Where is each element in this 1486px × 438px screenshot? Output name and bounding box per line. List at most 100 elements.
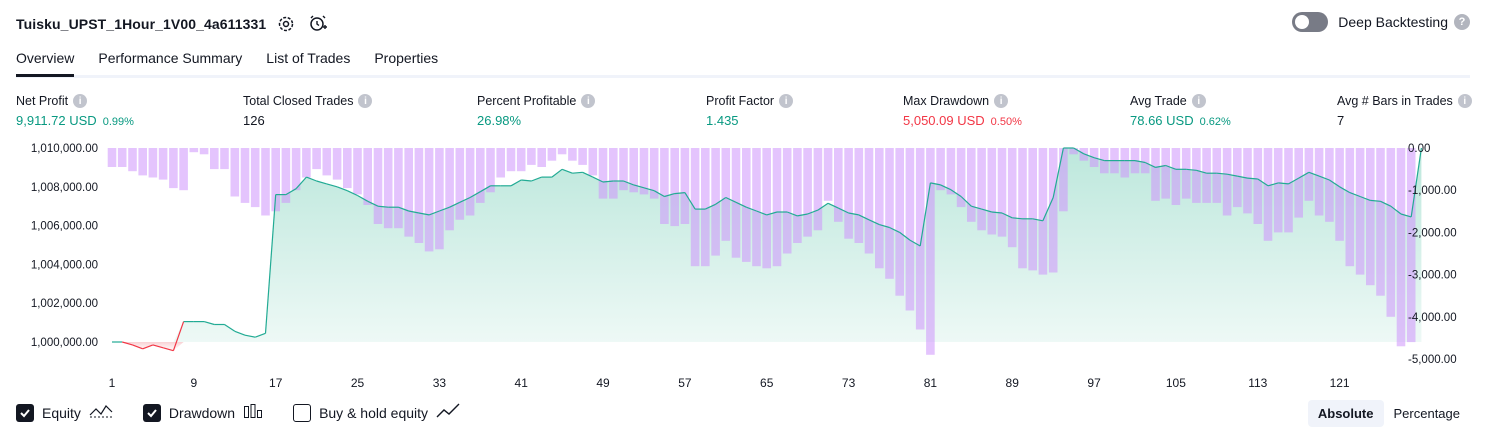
equity-line-segment [848, 212, 859, 216]
x-tick-label: 65 [760, 376, 774, 390]
x-tick-label: 89 [1006, 376, 1020, 390]
strategy-title: Tuisku_UPST_1Hour_1V00_4a611331 [16, 16, 267, 32]
equity-line-segment [1370, 199, 1381, 202]
equity-line-segment [950, 189, 962, 197]
metric-percent: 0.62% [1199, 116, 1231, 128]
equity-line-segment [991, 211, 1003, 214]
drawdown-bar [210, 148, 219, 170]
x-tick-label: 41 [515, 376, 529, 390]
drawdown-bar [793, 148, 802, 243]
equity-line-segment [479, 185, 491, 193]
equity-line-segment [1196, 169, 1207, 174]
drawdown-bar [414, 148, 424, 243]
drawdown-bar [1396, 148, 1406, 347]
checkbox-checked[interactable] [16, 403, 34, 422]
equity-line-segment [244, 334, 256, 338]
equity-line-segment [152, 344, 164, 349]
equity-line-segment [439, 206, 450, 212]
deep-backtesting-toggle[interactable] [1292, 12, 1329, 32]
info-icon[interactable]: i [779, 94, 794, 108]
equity-line-segment [715, 197, 727, 205]
drawdown-bar [1273, 148, 1283, 233]
equity-line-segment [367, 200, 379, 207]
tab-list-of-trades[interactable]: List of Trades [266, 50, 351, 66]
equity-line-segment [510, 179, 522, 187]
legend-equity[interactable]: Equity [16, 403, 113, 422]
x-tick-label: 121 [1330, 376, 1350, 390]
drawdown-bar [1048, 148, 1058, 273]
drawdown-bar [557, 148, 567, 155]
y-left-tick-label: 1,000,000.00 [31, 337, 98, 349]
legend-drawdown[interactable]: Drawdown [142, 403, 263, 422]
x-tick-label: 105 [1166, 376, 1186, 390]
gear-icon[interactable] [274, 12, 298, 36]
equity-line-segment [551, 168, 563, 178]
drawdown-bar [1181, 148, 1191, 199]
drawdown-bar [1069, 148, 1078, 155]
drawdown-bar [455, 148, 465, 220]
drawdown-bar [588, 148, 598, 176]
tab-performance-summary[interactable]: Performance Summary [98, 50, 243, 66]
equity-line-segment [817, 202, 829, 211]
checkbox-checked[interactable] [142, 403, 161, 422]
metric-label: Avg # Bars in Trades [1337, 94, 1453, 108]
equity-line-segment [705, 203, 716, 210]
drawdown-bar [803, 148, 812, 237]
equity-line-segment [531, 176, 542, 182]
mode-absolute[interactable]: Absolute [1307, 400, 1384, 427]
mode-percentage[interactable]: Percentage [1393, 406, 1461, 421]
equity-line-segment [254, 332, 266, 338]
equity-line-segment [1226, 173, 1238, 177]
equity-line-segment [868, 219, 880, 226]
drawdown-bar [895, 148, 904, 296]
drawdown-bar [312, 148, 321, 170]
y-right-tick-label: -2,000.00 [1408, 227, 1457, 239]
equity-line-segment [264, 194, 277, 334]
info-icon[interactable]: i [358, 94, 373, 108]
equity-line-segment [1390, 205, 1402, 215]
drawdown-bar [1253, 148, 1263, 224]
drawdown-bar [1406, 148, 1416, 343]
equity-line-segment [756, 210, 767, 216]
equity-line-segment [1318, 175, 1330, 181]
tab-properties[interactable]: Properties [374, 50, 439, 66]
drawdown-bar [261, 148, 270, 216]
drawdown-bar [465, 148, 475, 216]
drawdown-bar [977, 148, 986, 231]
info-icon[interactable]: i [581, 94, 596, 108]
tab-overview[interactable]: Overview [16, 48, 75, 77]
drawdown-bar [302, 148, 311, 178]
info-icon[interactable]: i [73, 94, 88, 108]
drawdown-bar [629, 148, 638, 193]
drawdown-bar [721, 148, 731, 241]
drawdown-bar [639, 148, 649, 195]
drawdown-bar [445, 148, 454, 231]
drawdown-bar [967, 148, 976, 222]
equity-line-segment [960, 196, 972, 207]
equity-line-segment [899, 231, 911, 241]
info-icon[interactable]: i [1457, 94, 1472, 108]
drawdown-bar [424, 148, 434, 252]
equity-line-segment [459, 196, 471, 203]
metric-total-closed-trades: Total Closed Trades i 126 [243, 94, 373, 128]
equity-line-segment [347, 190, 358, 197]
drawdown-bar [179, 148, 188, 191]
drawdown-bar [619, 148, 628, 191]
info-icon[interactable]: i [1191, 94, 1206, 108]
metric-percent: 0.99% [102, 116, 134, 128]
checkbox-unchecked[interactable] [293, 403, 312, 422]
drawdown-bar [1018, 148, 1027, 269]
legend-buy-hold-equity[interactable]: Buy & hold equity [293, 403, 460, 422]
metric-value: 126 [243, 113, 265, 128]
metric-label: Total Closed Trades [243, 94, 354, 108]
drawdown-bar [547, 148, 557, 161]
drawdown-bar [240, 148, 250, 203]
equity-line-segment [827, 202, 839, 209]
equity-line-segment [1042, 197, 1054, 222]
info-icon[interactable]: i [994, 94, 1009, 108]
drawdown-bar [516, 148, 526, 172]
metric-label: Avg Trade [1130, 94, 1187, 108]
drawdown-bar [578, 148, 587, 165]
help-icon[interactable]: ? [1454, 14, 1470, 30]
add-alert-icon[interactable] [306, 12, 330, 36]
